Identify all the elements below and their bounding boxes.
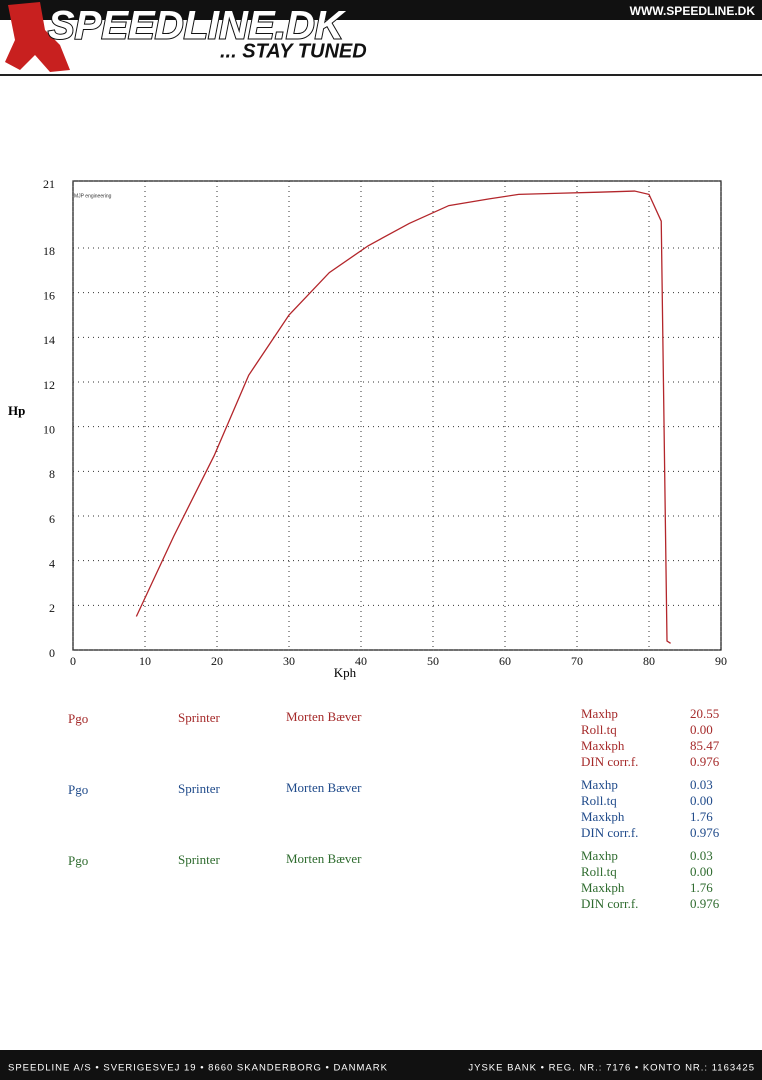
stat-value: 0.976: [690, 825, 720, 840]
run-vehicle: Sprinter: [178, 852, 221, 867]
stat-label: Maxhp: [581, 777, 618, 792]
stat-value: 0.00: [690, 722, 713, 737]
x-tick-label: 60: [499, 654, 511, 668]
stat-label: DIN corr.f.: [581, 825, 638, 840]
x-tick-label: 50: [427, 654, 439, 668]
stat-value: 0.976: [690, 896, 720, 911]
slogan: ... STAY TUNED: [220, 40, 367, 62]
stat-value: 85.47: [690, 738, 720, 753]
run-name: Pgo: [68, 711, 88, 726]
run-name: Pgo: [68, 853, 88, 868]
stat-value: 1.76: [690, 809, 713, 824]
y-tick-label: 0: [49, 646, 55, 660]
plot-frame: [72, 180, 722, 651]
header-url: WWW.SPEEDLINE.DK: [630, 4, 756, 18]
stat-label: DIN corr.f.: [581, 896, 638, 911]
stat-label: Maxhp: [581, 848, 618, 863]
stat-label: Maxkph: [581, 738, 625, 753]
stat-label: Roll.tq: [581, 722, 617, 737]
footer-address: SPEEDLINE A/S • SVERIGESVEJ 19 • 8660 SK…: [8, 1063, 388, 1074]
stat-label: Maxkph: [581, 880, 625, 895]
stat-value: 1.76: [690, 880, 713, 895]
x-tick-label: 30: [283, 654, 295, 668]
header-bar: [0, 0, 762, 20]
run-vehicle: Sprinter: [178, 710, 221, 725]
stat-value: 0.00: [690, 793, 713, 808]
run-driver: Morten Bæver: [286, 780, 362, 795]
stat-value: 0.03: [690, 848, 713, 863]
stat-label: Maxkph: [581, 809, 625, 824]
footer-bar: [0, 1050, 762, 1080]
x-tick-label: 20: [211, 654, 223, 668]
logo: SPEEDLINE.DK: [48, 4, 347, 48]
run-driver: Morten Bæver: [286, 709, 362, 724]
y-tick-label: 14: [43, 333, 55, 347]
y-tick-label: 12: [43, 378, 55, 392]
x-axis-label: Kph: [334, 665, 357, 680]
y-tick-label: 10: [43, 422, 55, 436]
y-tick-label: 4: [49, 556, 55, 570]
stat-value: 0.00: [690, 864, 713, 879]
run-name: Pgo: [68, 782, 88, 797]
run-driver: Morten Bæver: [286, 851, 362, 866]
y-tick-label: 8: [49, 467, 55, 481]
x-tick-label: 40: [355, 654, 367, 668]
y-tick-label: 16: [43, 288, 55, 302]
y-tick-label: 18: [43, 244, 55, 258]
footer-bank: JYSKE BANK • REG. NR.: 7176 • KONTO NR.:…: [468, 1063, 755, 1074]
stat-value: 0.976: [690, 754, 720, 769]
x-tick-label: 0: [70, 654, 76, 668]
chart-logo: MJP engineering: [74, 193, 112, 199]
run-vehicle: Sprinter: [178, 781, 221, 796]
stat-value: 0.03: [690, 777, 713, 792]
x-tick-label: 70: [571, 654, 583, 668]
y-axis-label: Hp: [8, 403, 25, 418]
x-tick-label: 80: [643, 654, 655, 668]
stat-value: 20.55: [690, 706, 719, 721]
y-tick-label: 2: [49, 601, 55, 615]
stat-label: Maxhp: [581, 706, 618, 721]
y-tick-label: 21: [43, 177, 55, 191]
stat-label: DIN corr.f.: [581, 754, 638, 769]
x-tick-label: 10: [139, 654, 151, 668]
stat-label: Roll.tq: [581, 793, 617, 808]
header-figure: [5, 2, 70, 72]
stat-label: Roll.tq: [581, 864, 617, 879]
y-tick-label: 6: [49, 512, 55, 526]
x-tick-label: 90: [715, 654, 727, 668]
power-curve: [135, 190, 671, 644]
